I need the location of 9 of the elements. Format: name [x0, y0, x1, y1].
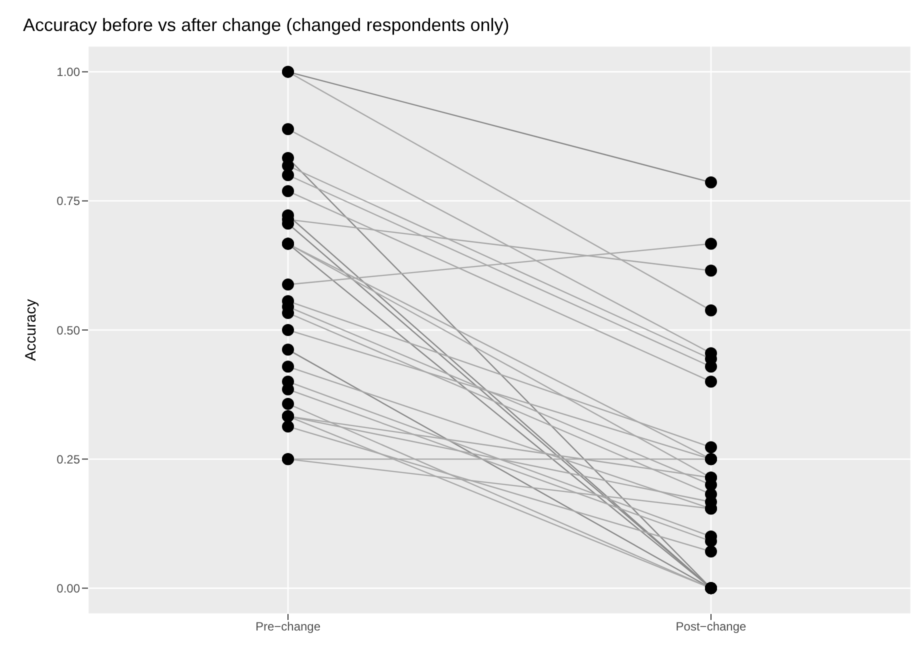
y-axis-title: Accuracy	[22, 298, 40, 361]
y-tick-label: 1.00	[56, 65, 80, 80]
y-tick-label: 0.00	[56, 581, 80, 596]
y-tick-label: 0.50	[56, 323, 80, 338]
chart-title: Accuracy before vs after change (changed respondents only)	[22, 14, 510, 37]
y-tick-label: 0.75	[56, 194, 80, 208]
x-tick-label: Post−change	[676, 620, 747, 634]
x-tick-label: Pre−change	[255, 620, 321, 634]
y-tick-label: 0.25	[56, 452, 80, 466]
